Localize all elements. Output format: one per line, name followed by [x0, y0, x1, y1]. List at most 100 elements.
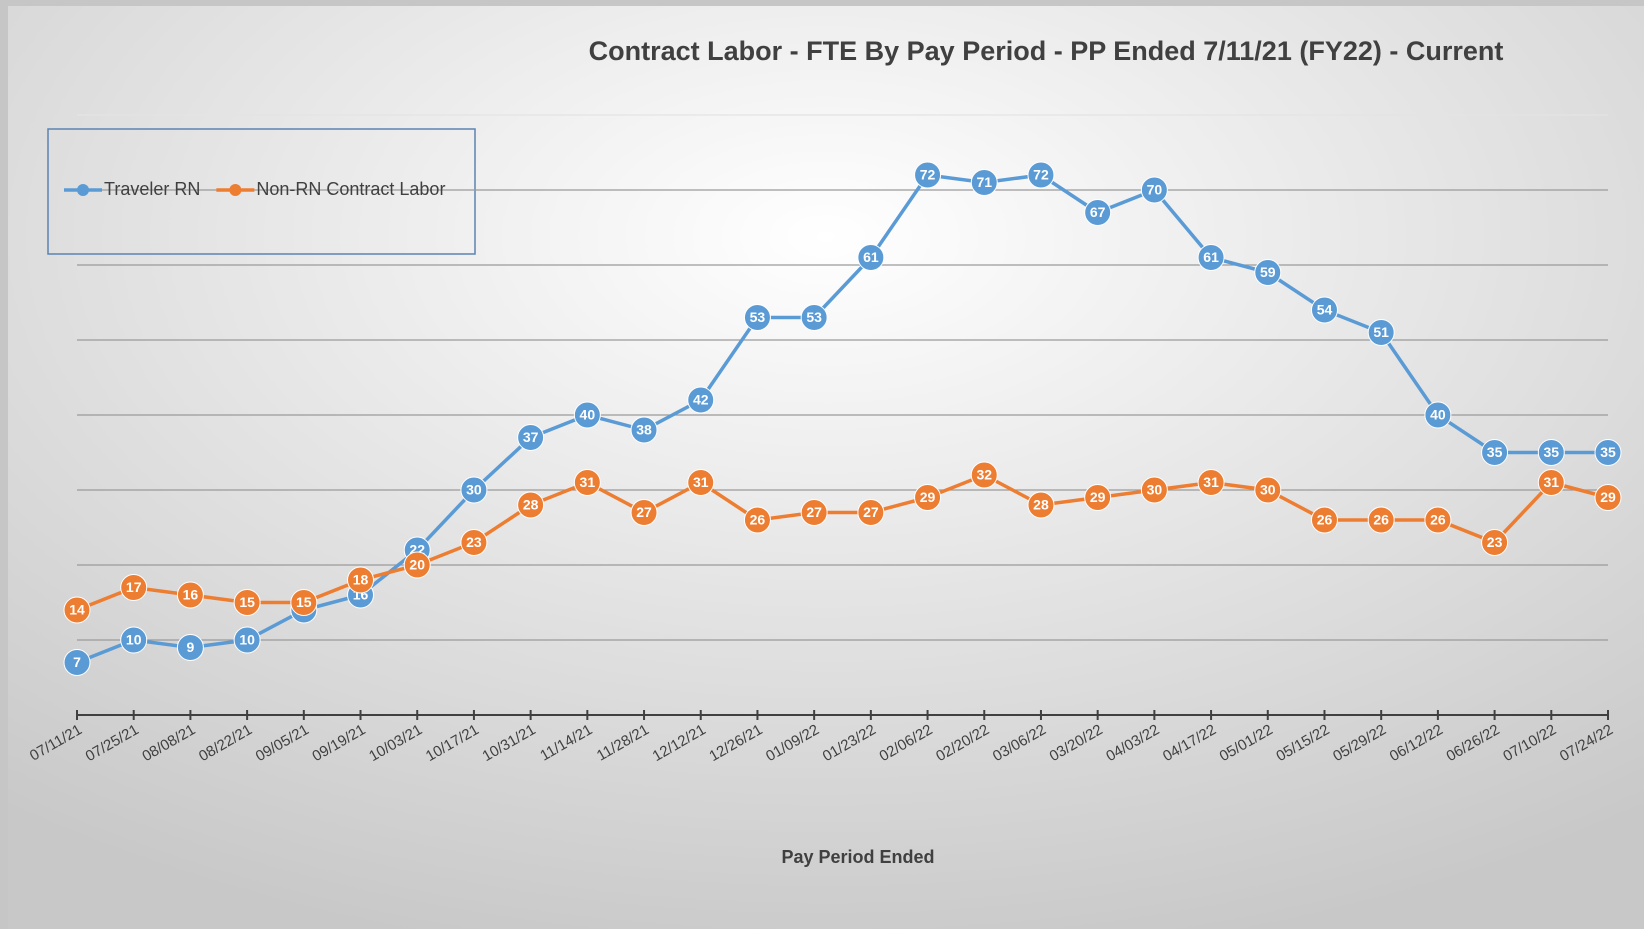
data-label: 7 [73, 654, 81, 670]
marker [403, 551, 431, 579]
marker [1310, 296, 1338, 324]
marker [176, 634, 204, 661]
data-label: 72 [1033, 167, 1049, 183]
marker [914, 161, 942, 189]
marker [1140, 176, 1168, 204]
data-label: 15 [296, 594, 312, 610]
marker [460, 529, 488, 556]
data-label: 61 [863, 249, 879, 265]
marker [573, 401, 601, 429]
marker [743, 304, 771, 331]
data-label: 23 [1487, 534, 1503, 550]
data-label: 15 [239, 594, 255, 610]
data-label: 26 [1317, 512, 1333, 528]
data-label: 40 [1430, 407, 1446, 423]
marker [1594, 484, 1622, 511]
marker [687, 386, 715, 414]
marker [460, 476, 488, 504]
marker [800, 304, 828, 331]
data-label: 27 [806, 504, 822, 520]
plot-background [8, 6, 1644, 929]
data-label: 71 [976, 174, 992, 190]
data-label: 70 [1147, 182, 1163, 198]
data-label: 26 [1373, 512, 1389, 528]
marker [1367, 319, 1395, 346]
marker [800, 499, 828, 526]
x-axis-label: Pay Period Ended [781, 847, 934, 867]
data-label: 9 [187, 639, 195, 655]
data-label: 30 [1260, 482, 1276, 498]
data-label: 51 [1373, 324, 1389, 340]
marker [517, 491, 545, 519]
data-label: 61 [1203, 249, 1219, 265]
marker [573, 469, 601, 496]
data-label: 20 [409, 557, 425, 573]
data-label: 16 [183, 587, 199, 603]
marker [1424, 401, 1452, 429]
chart-title: Contract Labor - FTE By Pay Period - PP … [589, 36, 1504, 66]
marker [1367, 506, 1395, 534]
marker [687, 469, 715, 496]
data-label: 35 [1487, 444, 1503, 460]
data-label: 40 [580, 407, 596, 423]
data-label: 26 [1430, 512, 1446, 528]
marker [1424, 506, 1452, 534]
legend-marker [229, 184, 242, 196]
marker [517, 424, 545, 451]
marker [1537, 469, 1565, 496]
data-label: 72 [920, 167, 936, 183]
data-label: 30 [466, 482, 482, 498]
data-label: 26 [750, 512, 766, 528]
marker [1027, 161, 1055, 189]
marker [1537, 439, 1565, 466]
data-label: 27 [863, 504, 879, 520]
marker [1197, 244, 1225, 271]
marker [176, 581, 204, 609]
marker [347, 566, 375, 594]
data-label: 31 [1544, 474, 1560, 490]
data-label: 29 [1600, 489, 1616, 505]
data-label: 42 [693, 392, 709, 408]
marker [1197, 469, 1225, 496]
marker [630, 499, 658, 526]
marker [1027, 491, 1055, 519]
marker [1310, 506, 1338, 534]
marker [743, 506, 771, 534]
data-label: 35 [1600, 444, 1616, 460]
data-label: 14 [69, 602, 85, 618]
marker [1084, 484, 1112, 511]
marker [1254, 476, 1282, 504]
data-label: 32 [976, 467, 992, 483]
data-label: 30 [1147, 482, 1163, 498]
legend-label: Traveler RN [104, 179, 200, 199]
marker [1481, 529, 1509, 556]
marker [233, 626, 261, 654]
data-label: 35 [1544, 444, 1560, 460]
data-label: 17 [126, 579, 142, 595]
series-line [76, 173, 1608, 665]
marker [1481, 439, 1509, 466]
data-label: 28 [1033, 497, 1049, 513]
marker [63, 596, 91, 624]
marker [1084, 199, 1112, 226]
marker [914, 484, 942, 511]
marker [63, 649, 91, 676]
marker [290, 589, 318, 616]
data-label: 29 [920, 489, 936, 505]
marker [970, 461, 998, 489]
data-label: 23 [466, 534, 482, 550]
marker [857, 244, 885, 271]
data-label: 53 [750, 309, 766, 325]
marker [630, 416, 658, 444]
legend-label: Non-RN Contract Labor [256, 179, 445, 199]
series-line [76, 473, 1609, 612]
data-label: 67 [1090, 204, 1106, 220]
data-label: 31 [693, 474, 709, 490]
data-label: 28 [523, 497, 539, 513]
marker [120, 574, 148, 601]
legend-marker [77, 184, 89, 196]
marker [970, 169, 998, 196]
data-label: 59 [1260, 264, 1276, 280]
marker [120, 626, 148, 654]
